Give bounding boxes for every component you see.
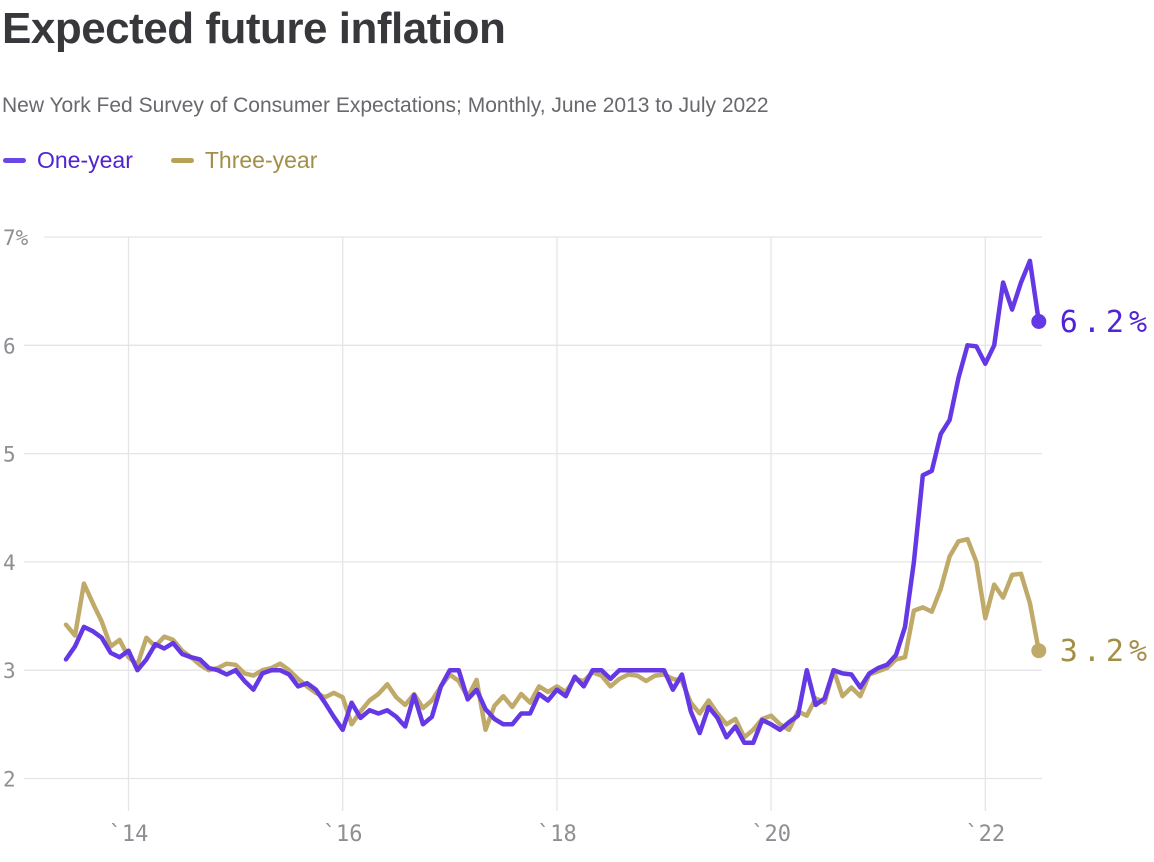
legend-label-three-year: Three-year [204,147,318,173]
three-year-line-swatch-icon [170,157,194,163]
y-axis-tick-label: 7% [3,226,29,250]
series-end-label-three-year: 3.2% [1060,634,1152,669]
x-axis-tick-label: `20 [751,822,791,847]
one-year-line-swatch-icon [3,157,26,163]
y-axis-tick-label: 2 [3,768,16,792]
page-title: Expected future inflation [2,4,506,53]
y-axis-tick-label: 6 [3,334,16,358]
legend-item-one-year: One-year [3,146,133,174]
series-line-one-year [63,258,1042,746]
series-line-three-year [63,536,1042,740]
legend-item-three-year: Three-year [170,146,318,174]
y-axis-tick-label: 4 [3,551,16,575]
y-axis-tick-label: 5 [3,443,16,467]
x-axis-tick-label: `14 [109,822,149,847]
legend-label-one-year: One-year [37,147,133,173]
series-end-label-one-year: 6.2% [1060,305,1152,340]
chart-legend: One-year Three-year [3,146,317,174]
y-axis-tick-label: 3 [3,659,16,683]
x-axis-tick-label: `16 [323,822,363,847]
x-axis-tick-label: `22 [965,822,1005,847]
series-end-dot-three-year [1031,643,1047,659]
chart-subtitle: New York Fed Survey of Consumer Expectat… [2,94,769,117]
x-axis-tick-label: `18 [537,822,577,847]
series-end-dot-one-year [1031,314,1047,329]
